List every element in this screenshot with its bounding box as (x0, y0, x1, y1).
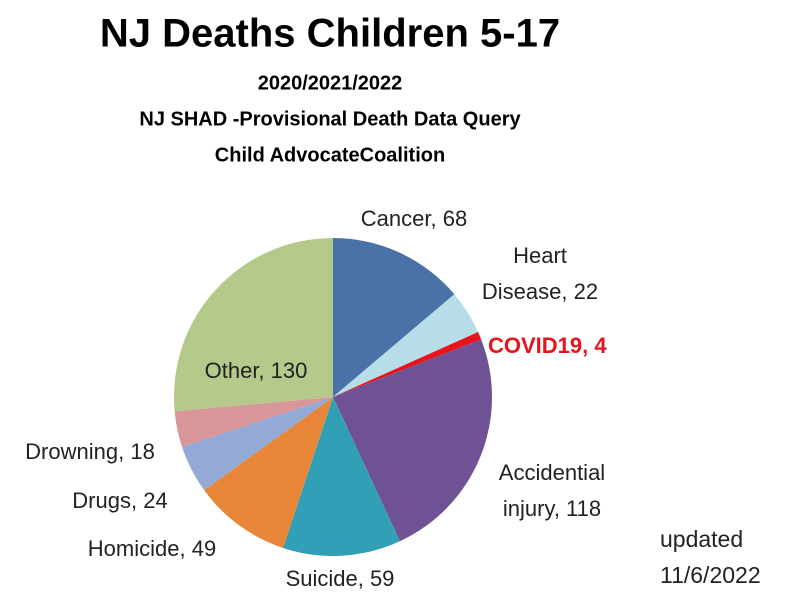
chart-title: NJ Deaths Children 5-17 (100, 12, 560, 56)
data-label: Accidential injury, 118 (499, 460, 605, 521)
annotation: updated (660, 526, 743, 552)
pie-slice (333, 294, 479, 397)
data-label: Homicide, 49 (88, 536, 216, 561)
data-label: COVID19, 4 (488, 333, 607, 358)
pie-slice (174, 397, 333, 447)
data-label: Drugs, 24 (72, 488, 167, 513)
annotation: 11/6/2022 (660, 562, 761, 588)
pie-slice (333, 238, 455, 397)
label-line: Accidential (499, 460, 605, 485)
subtitle: 2020/2021/2022 (258, 72, 403, 94)
data-label: Other, 130 (205, 358, 308, 383)
pie-slice (174, 238, 333, 412)
data-label: Cancer, 68 (361, 206, 467, 231)
pie-slice (333, 339, 492, 542)
data-label: Drowning, 18 (25, 439, 155, 464)
data-label: Suicide, 59 (286, 566, 395, 591)
label-line: Heart (513, 243, 567, 268)
label-line: injury, 118 (503, 496, 601, 521)
subtitle: NJ SHAD -Provisional Death Data Query (139, 108, 521, 130)
data-label: Heart Disease, 22 (482, 243, 598, 304)
pie-slice (283, 397, 400, 556)
pie-slice (333, 331, 482, 397)
label-line: Disease, 22 (482, 279, 598, 304)
pie-slice (204, 397, 333, 548)
pie-slice (182, 397, 333, 491)
subtitle: Child AdvocateCoalition (215, 144, 445, 166)
